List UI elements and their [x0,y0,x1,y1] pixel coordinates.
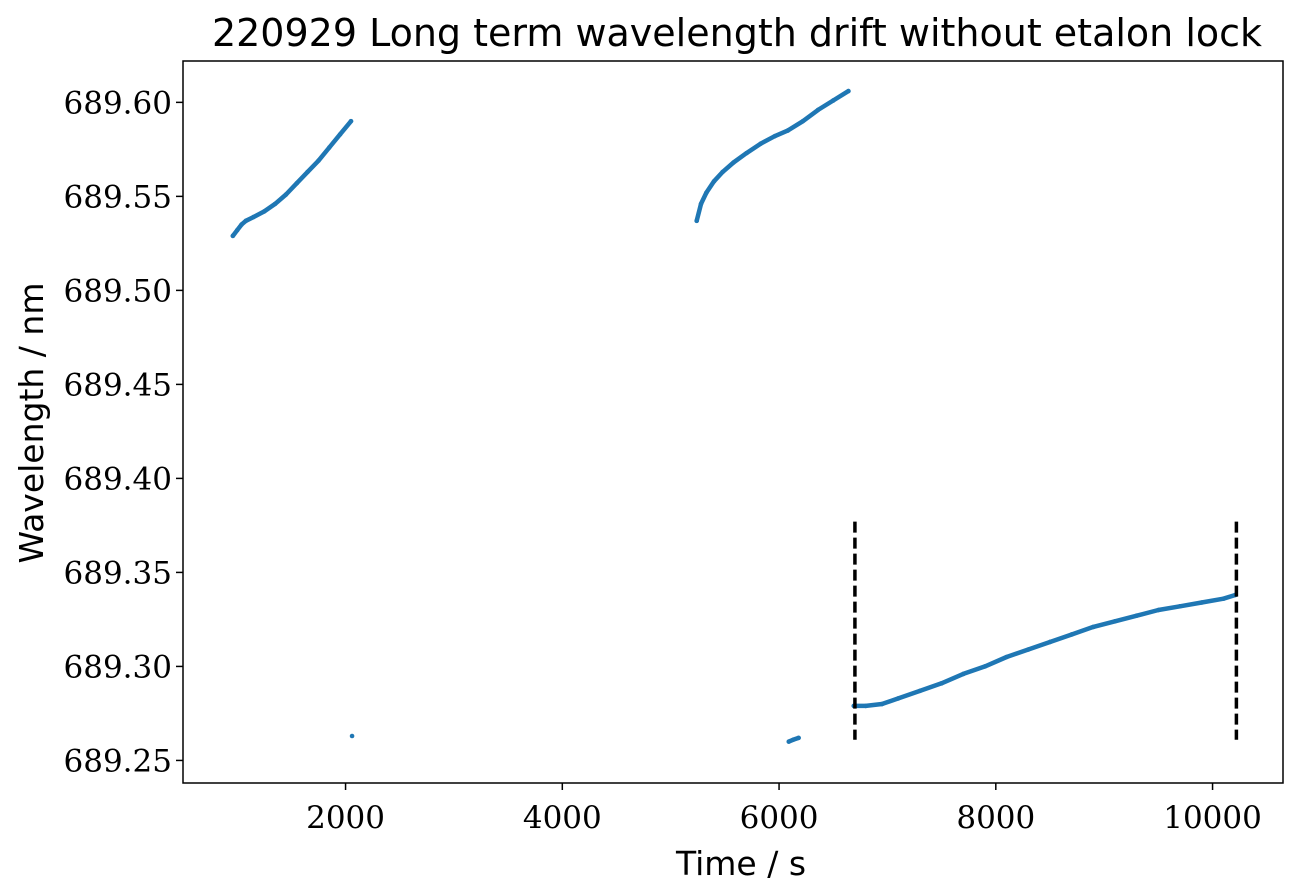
data-point [863,703,869,709]
x-tick-label: 10000 [1163,800,1262,836]
series-trace [851,592,1238,709]
data-point [1004,654,1009,660]
data-point [239,222,244,227]
data-point [711,179,717,184]
y-tick-label: 689.40 [64,461,172,497]
data-point [1112,619,1118,624]
data-point [1199,600,1205,605]
data-point [698,201,704,207]
data-point [349,733,355,739]
x-axis-label: Time / s [675,844,806,883]
data-point [982,664,988,669]
data-point [704,190,709,195]
data-point [720,169,726,175]
data-point [917,688,923,694]
data-point [305,169,310,175]
data-point [261,209,267,214]
series [851,592,1238,709]
x-tick-label: 8000 [956,800,1035,836]
series [786,735,801,744]
data-point [694,218,699,224]
data-point [348,118,354,124]
y-tick-label: 689.45 [64,367,172,403]
range-marker-lines [853,521,1239,740]
y-tick-label: 689.30 [64,649,172,685]
data-point [294,180,300,186]
x-axis: 2000 4000 6000 8000 10000 [306,783,1262,836]
data-point [283,192,289,197]
y-axis: 689.25 689.30 689.35 689.40 689.45 689.50 689.… [64,85,183,779]
data-point [234,227,240,233]
data-point [796,735,801,741]
data-point [879,701,885,707]
data-point [786,739,792,744]
data-point [830,98,836,103]
data-points [230,88,1238,744]
series [694,88,851,224]
y-tick-label: 689.55 [64,179,172,215]
data-point [272,201,278,207]
y-axis-label: Wavelength / nm [12,283,51,564]
series-trace [694,88,851,224]
plot-area-frame [182,60,1284,784]
x-tick-label: 4000 [523,800,602,836]
data-point [1047,639,1053,645]
data-point [744,150,749,156]
x-tick-label: 2000 [306,800,385,836]
data-point [939,681,944,686]
data-point [785,128,791,133]
data-point [1156,607,1161,613]
data-point [327,145,332,150]
data-point [772,133,778,139]
data-point [1134,613,1139,618]
chart-title: 220929 Long term wavelength drift withou… [212,11,1262,55]
x-tick-label: 6000 [740,800,819,836]
series-trace [230,118,354,239]
data-point [731,160,736,165]
data-point [815,107,821,113]
data-point [337,132,343,137]
data-point [230,233,236,239]
data-point [758,141,763,147]
data-point [800,118,806,124]
series [349,733,355,739]
data-point [960,671,966,677]
y-tick-label: 689.25 [64,743,172,779]
y-tick-label: 689.50 [64,273,172,309]
data-point [1026,647,1031,652]
data-point [1177,603,1183,609]
y-tick-label: 689.35 [64,555,172,591]
series [230,118,354,239]
y-tick-label: 689.60 [64,85,172,121]
data-point [895,696,901,701]
data-point [1221,596,1226,602]
data-point [790,737,796,743]
data-point [1091,624,1096,630]
data-point [243,218,249,224]
data-point [316,158,321,163]
data-point [846,88,851,94]
data-point [1069,632,1074,637]
data-point [251,214,256,220]
